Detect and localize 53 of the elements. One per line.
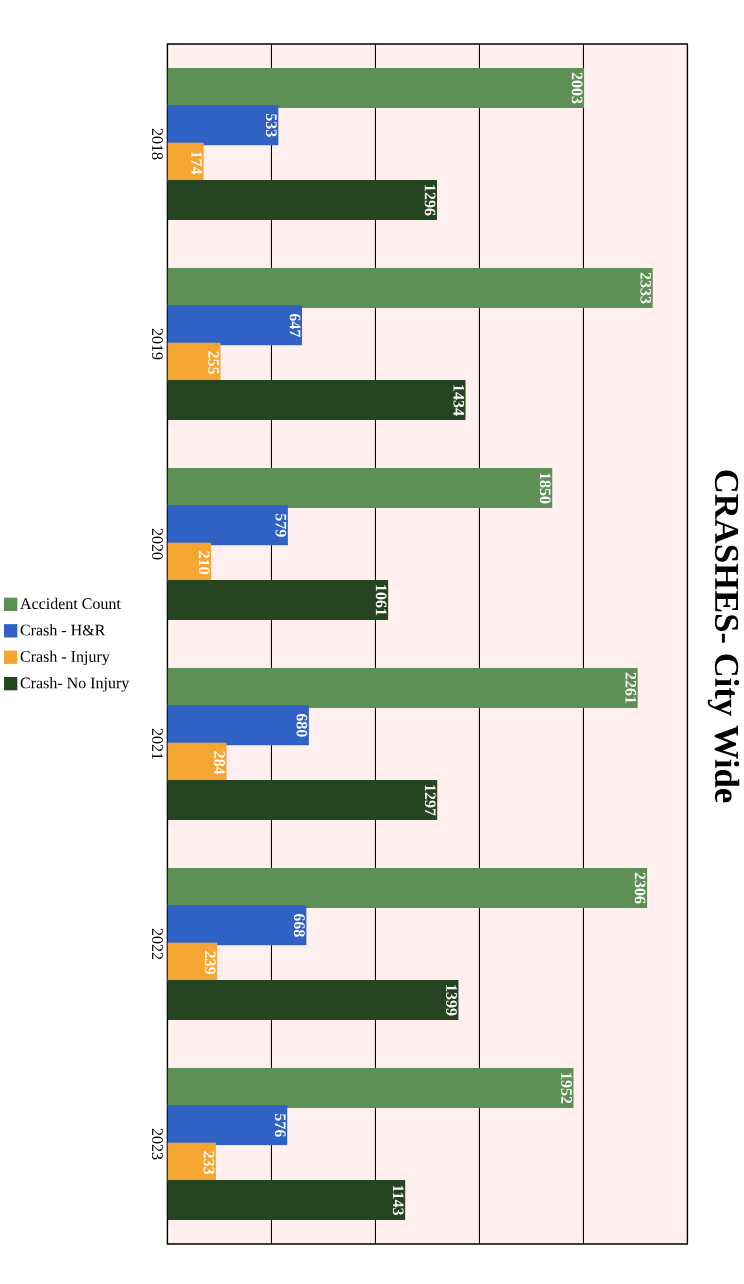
bar: [167, 868, 648, 909]
bar: [167, 268, 653, 308]
data-label: 576: [275, 1113, 286, 1137]
bar: [167, 68, 585, 108]
bar: [167, 1068, 574, 1109]
data-label: 533: [266, 113, 277, 137]
bar: [167, 380, 466, 420]
bar: [167, 580, 389, 621]
y-tick-label: 2023: [152, 1128, 163, 1160]
data-label: 668: [294, 913, 305, 937]
bar: [167, 905, 307, 946]
y-tick-label: 2020: [152, 528, 163, 560]
bar: [167, 305, 303, 346]
legend-label: Accident Count: [20, 597, 121, 610]
data-label: 284: [214, 751, 226, 775]
data-label: 1850: [539, 473, 551, 504]
data-label: 2003: [571, 72, 583, 104]
legend-label: Crash - Injury: [20, 650, 110, 666]
legend-label: Crash - H&R: [20, 624, 106, 636]
y-tick-label: 2018: [152, 128, 163, 160]
legend-label: Crash- No Injury: [20, 677, 130, 692]
data-label: 1296: [424, 185, 436, 216]
data-label: 579: [275, 513, 287, 537]
bar: [167, 705, 310, 746]
data-label: 1399: [446, 985, 457, 1016]
bar: [167, 105, 279, 146]
bar: [167, 505, 288, 546]
data-label: 1143: [392, 1185, 404, 1216]
data-label: 255: [208, 351, 220, 375]
data-label: 1061: [375, 585, 387, 616]
text: CRASHES- City Wide: [707, 470, 740, 803]
bar: [167, 1180, 406, 1221]
data-label: 2333: [640, 272, 652, 304]
bar: [167, 180, 438, 220]
data-label: 233: [203, 1151, 215, 1175]
bar: [167, 468, 553, 508]
y-tick-label: 2021: [152, 728, 163, 760]
data-label: 2261: [625, 672, 637, 704]
data-label: 1952: [561, 1073, 572, 1104]
bar: [167, 980, 459, 1021]
data-label: 174: [191, 151, 203, 175]
data-label: 1434: [453, 385, 465, 416]
y-tick-label: 2019: [152, 328, 163, 360]
data-label: 647: [289, 313, 301, 337]
data-label: 1297: [425, 785, 436, 816]
data-label: 680: [296, 713, 308, 737]
bar: [167, 780, 438, 821]
data-label: 239: [204, 951, 216, 975]
data-label: 210: [198, 551, 210, 575]
bar: [167, 668, 638, 709]
y-tick-label: 2022: [152, 928, 163, 960]
data-label: 2306: [634, 872, 646, 904]
bar: [167, 1105, 288, 1146]
